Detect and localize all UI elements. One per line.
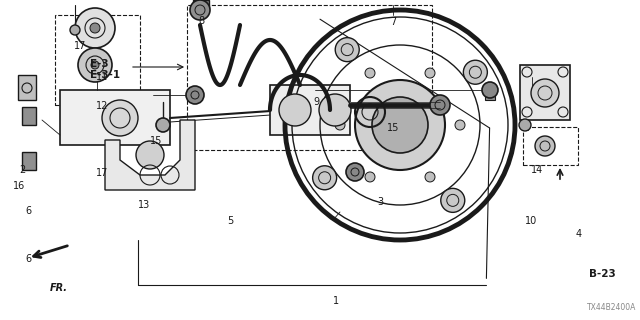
Circle shape xyxy=(365,172,375,182)
Circle shape xyxy=(335,38,359,62)
Text: 4: 4 xyxy=(576,228,582,239)
Circle shape xyxy=(365,68,375,78)
Bar xyxy=(22,152,36,170)
Text: E-3-1: E-3-1 xyxy=(90,70,120,80)
Text: 15: 15 xyxy=(387,123,399,133)
Circle shape xyxy=(156,118,170,132)
Text: 8: 8 xyxy=(198,16,205,26)
Text: 3: 3 xyxy=(378,196,384,207)
Bar xyxy=(485,88,495,100)
Text: 6: 6 xyxy=(26,206,32,216)
Circle shape xyxy=(312,166,337,190)
Text: 11: 11 xyxy=(96,72,108,82)
Text: 6: 6 xyxy=(26,254,32,264)
Circle shape xyxy=(319,94,351,126)
Bar xyxy=(193,0,209,8)
Text: 2: 2 xyxy=(19,164,26,175)
Circle shape xyxy=(463,60,488,84)
Bar xyxy=(18,75,36,100)
Circle shape xyxy=(78,48,112,82)
Text: FR.: FR. xyxy=(50,283,68,293)
Bar xyxy=(270,85,350,135)
Text: 12: 12 xyxy=(96,100,108,111)
Text: 5: 5 xyxy=(227,216,234,226)
Bar xyxy=(22,107,36,125)
Text: 13: 13 xyxy=(138,200,150,210)
Bar xyxy=(520,65,570,120)
Text: 17: 17 xyxy=(96,168,108,178)
Circle shape xyxy=(70,25,80,35)
Circle shape xyxy=(425,68,435,78)
Circle shape xyxy=(186,86,204,104)
Circle shape xyxy=(90,23,100,33)
Text: E-3: E-3 xyxy=(90,59,108,69)
Circle shape xyxy=(335,120,345,130)
Circle shape xyxy=(136,141,164,169)
Bar xyxy=(60,90,170,145)
Circle shape xyxy=(482,82,498,98)
Circle shape xyxy=(372,97,428,153)
Text: 9: 9 xyxy=(314,97,320,108)
Circle shape xyxy=(346,163,364,181)
Text: 7: 7 xyxy=(390,17,397,28)
Circle shape xyxy=(75,8,115,48)
Circle shape xyxy=(531,79,559,107)
Polygon shape xyxy=(105,120,195,190)
Text: B-23: B-23 xyxy=(589,268,616,279)
Circle shape xyxy=(102,100,138,136)
Text: 10: 10 xyxy=(525,216,537,226)
Text: 16: 16 xyxy=(13,180,25,191)
Circle shape xyxy=(425,172,435,182)
Bar xyxy=(523,127,578,165)
Circle shape xyxy=(535,136,555,156)
Circle shape xyxy=(430,95,450,115)
Bar xyxy=(187,5,432,150)
Text: TX44B2400A: TX44B2400A xyxy=(587,303,636,312)
Text: 17: 17 xyxy=(74,41,86,52)
Circle shape xyxy=(455,120,465,130)
Circle shape xyxy=(441,188,465,212)
Text: 15: 15 xyxy=(150,136,163,146)
Text: 14: 14 xyxy=(531,164,543,175)
Circle shape xyxy=(91,61,99,69)
Circle shape xyxy=(519,119,531,131)
Text: 1: 1 xyxy=(333,296,339,306)
Bar xyxy=(55,15,140,105)
Circle shape xyxy=(355,80,445,170)
Circle shape xyxy=(279,94,311,126)
Circle shape xyxy=(190,0,210,20)
